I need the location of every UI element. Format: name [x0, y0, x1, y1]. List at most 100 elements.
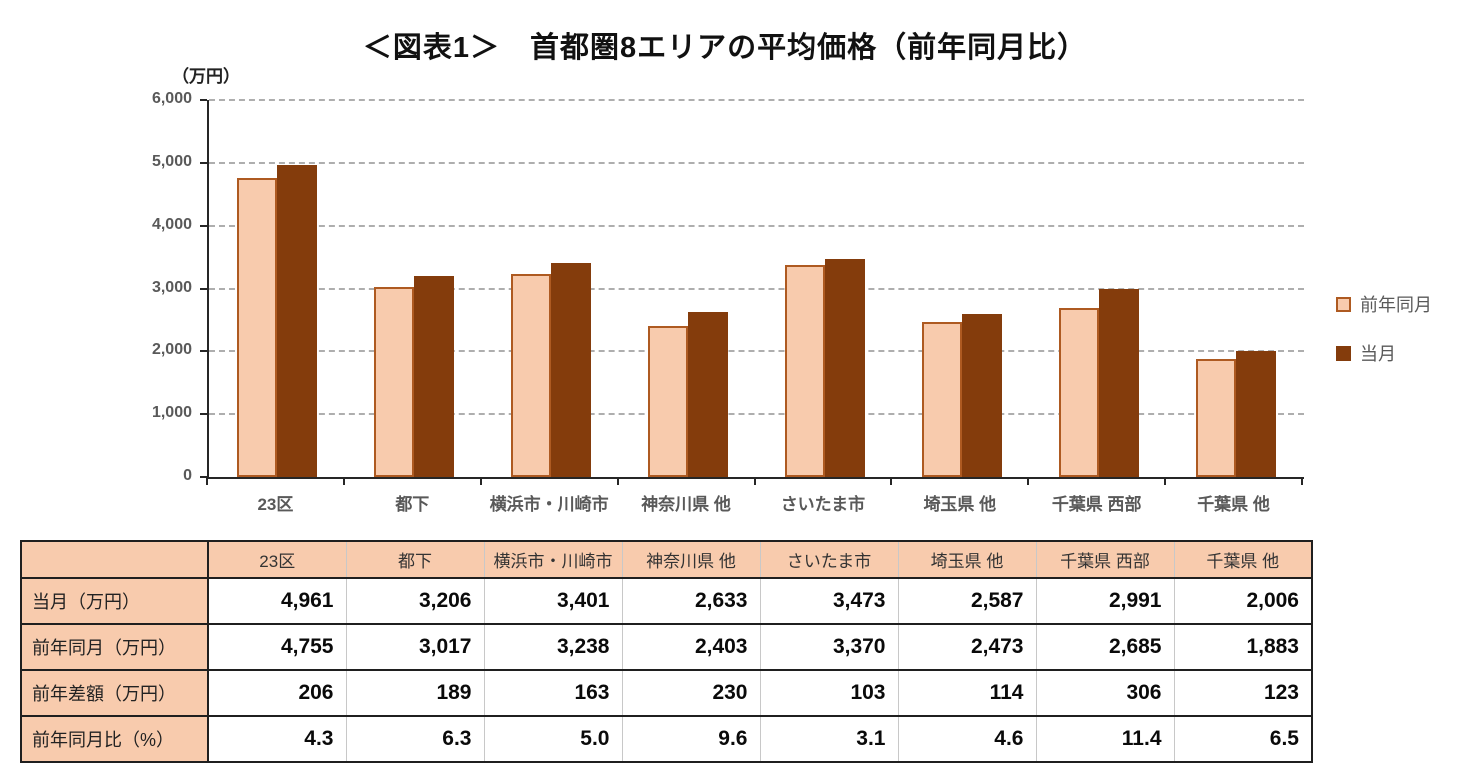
bar-当月-23区: [277, 165, 318, 477]
table-row-label: 前年同月比（%）: [20, 715, 209, 763]
bar-当月-神奈川県 他: [688, 312, 729, 477]
table-value-cell: 103: [759, 669, 899, 717]
table-value-cell: 11.4: [1035, 715, 1175, 763]
bar-当月-千葉県 他: [1235, 351, 1276, 477]
table-value-cell: 3,238: [483, 623, 623, 671]
table-column-header: 23区: [207, 540, 347, 579]
plot-area: [207, 99, 1304, 479]
x-axis-label: 千葉県 西部: [1051, 495, 1142, 514]
table-column-header: 都下: [345, 540, 485, 579]
bar-前年同月-埼玉県 他: [921, 322, 962, 477]
x-axis-label: 神奈川県 他: [641, 495, 731, 514]
legend-swatch-current-icon: [1336, 345, 1351, 361]
table-value-cell: 6.3: [345, 715, 485, 763]
y-axis-tick-mark: [200, 413, 207, 416]
bar-当月-横浜市・川崎市: [551, 263, 592, 477]
x-axis-label: 横浜市・川崎市: [489, 495, 609, 514]
x-axis-label: 都下: [395, 495, 430, 514]
table-row: 前年同月（万円） 4,755 3,017 3,238 2,403 3,370 2,473 2,…: [20, 623, 1313, 671]
y-axis-tick-label: 3,000: [151, 278, 192, 296]
x-axis-tick-mark: [1301, 478, 1303, 485]
table-value-cell: 6.5: [1173, 715, 1313, 763]
table-value-cell: 206: [207, 669, 347, 717]
table-column-header: さいたま市: [759, 540, 899, 579]
table-value-cell: 3,473: [759, 577, 899, 625]
table-row-label: 前年差額（万円）: [20, 669, 209, 717]
legend-label-prev-year: 前年同月: [1360, 295, 1432, 315]
y-axis-tick-label: 1,000: [151, 404, 192, 422]
table-column-header: 埼玉県 他: [897, 540, 1037, 579]
x-axis-tick-mark: [616, 478, 619, 485]
table-row: 前年同月比（%） 4.3 6.3 5.0 9.6 3.1 4.6 11.4 6.5: [20, 715, 1313, 763]
table-row: 当月（万円） 4,961 3,206 3,401 2,633 3,473 2,587 2,99…: [20, 577, 1313, 625]
gridline-6000: [209, 99, 1304, 101]
table-value-cell: 4,755: [207, 623, 347, 671]
y-axis-tick-label: 6,000: [151, 90, 192, 107]
table-value-cell: 163: [483, 669, 623, 717]
legend-item-current: 当月: [1336, 340, 1432, 366]
table-value-cell: 2,006: [1173, 577, 1313, 625]
table-value-cell: 2,633: [621, 577, 761, 625]
bar-前年同月-横浜市・川崎市: [511, 274, 552, 477]
x-axis-tick-mark: [479, 478, 482, 485]
table-value-cell: 230: [621, 669, 761, 717]
x-axis-label: 埼玉県 他: [923, 495, 997, 514]
table-row: 前年差額（万円） 206 189 163 230 103 114 306 123: [20, 669, 1313, 717]
table-column-header: 千葉県 西部: [1035, 540, 1175, 579]
legend-item-prev-year: 前年同月: [1336, 291, 1432, 317]
legend-swatch-prev-year-icon: [1336, 296, 1351, 312]
y-axis-tick-mark: [200, 99, 207, 101]
x-axis-label: さいたま市: [780, 495, 866, 514]
table-corner-cell: [20, 540, 209, 579]
y-axis-tick-label: 0: [183, 467, 192, 484]
bar-当月-都下: [414, 276, 455, 477]
table-column-header: 神奈川県 他: [621, 540, 761, 579]
x-axis-tick-mark: [1027, 478, 1030, 485]
x-axis-tick-mark: [206, 478, 208, 485]
gridline-3000: [209, 287, 1304, 290]
table-value-cell: 2,587: [897, 577, 1037, 625]
y-axis-tick-mark: [200, 287, 207, 290]
table-value-cell: 2,473: [897, 623, 1037, 671]
gridline-5000: [209, 161, 1304, 164]
table-value-cell: 2,403: [621, 623, 761, 671]
table-row-label: 前年同月（万円）: [20, 623, 209, 671]
bar-前年同月-さいたま市: [784, 265, 825, 477]
chart-legend: 前年同月 当月: [1336, 291, 1432, 366]
table-value-cell: 4.6: [897, 715, 1037, 763]
table-value-cell: 2,685: [1035, 623, 1175, 671]
table-value-cell: 3.1: [759, 715, 899, 763]
bar-前年同月-23区: [237, 178, 278, 477]
table-column-header: 千葉県 他: [1173, 540, 1313, 579]
bar-当月-さいたま市: [824, 259, 865, 477]
table-value-cell: 123: [1173, 669, 1313, 717]
x-axis-tick-mark: [890, 478, 893, 485]
x-axis-tick-mark: [1164, 478, 1167, 485]
y-axis-unit-label: （万円）: [172, 67, 240, 86]
y-axis-tick-label: 4,000: [151, 215, 192, 233]
table-value-cell: 3,370: [759, 623, 899, 671]
table-row-label: 当月（万円）: [20, 577, 209, 625]
table-value-cell: 3,401: [483, 577, 623, 625]
data-table: 23区 都下 横浜市・川崎市 神奈川県 他さいたま市 埼玉県 他千葉県 西部 千葉県 他当…: [20, 540, 1313, 763]
x-axis-label: 23区: [257, 495, 294, 514]
table-value-cell: 4.3: [207, 715, 347, 763]
table-value-cell: 2,991: [1035, 577, 1175, 625]
table-header-row: 23区 都下 横浜市・川崎市 神奈川県 他さいたま市 埼玉県 他千葉県 西部 千葉県 他: [20, 540, 1313, 579]
x-axis-tick-mark: [342, 478, 345, 485]
x-axis-tick-mark: [753, 478, 756, 485]
chart-title: ＜図表1＞ 首都圏8エリアの平均価格（前年同月比）: [362, 32, 1088, 64]
x-axis-label: 千葉県 他: [1197, 495, 1270, 514]
table-value-cell: 9.6: [621, 715, 761, 763]
y-axis-tick-label: 2,000: [151, 341, 192, 359]
bar-chart: 0 1,000 2,000 3,000 4,000 5,000 6,000 23区 都下 横浜市・…: [151, 90, 1304, 514]
bar-前年同月-神奈川県 他: [648, 326, 689, 477]
table-value-cell: 3,017: [345, 623, 485, 671]
y-axis-tick-mark: [200, 161, 207, 164]
bar-前年同月-千葉県 西部: [1058, 308, 1099, 477]
table-value-cell: 1,883: [1173, 623, 1313, 671]
table-value-cell: 3,206: [345, 577, 485, 625]
table-value-cell: 306: [1035, 669, 1175, 717]
table-value-cell: 5.0: [483, 715, 623, 763]
bar-当月-千葉県 西部: [1098, 289, 1139, 477]
